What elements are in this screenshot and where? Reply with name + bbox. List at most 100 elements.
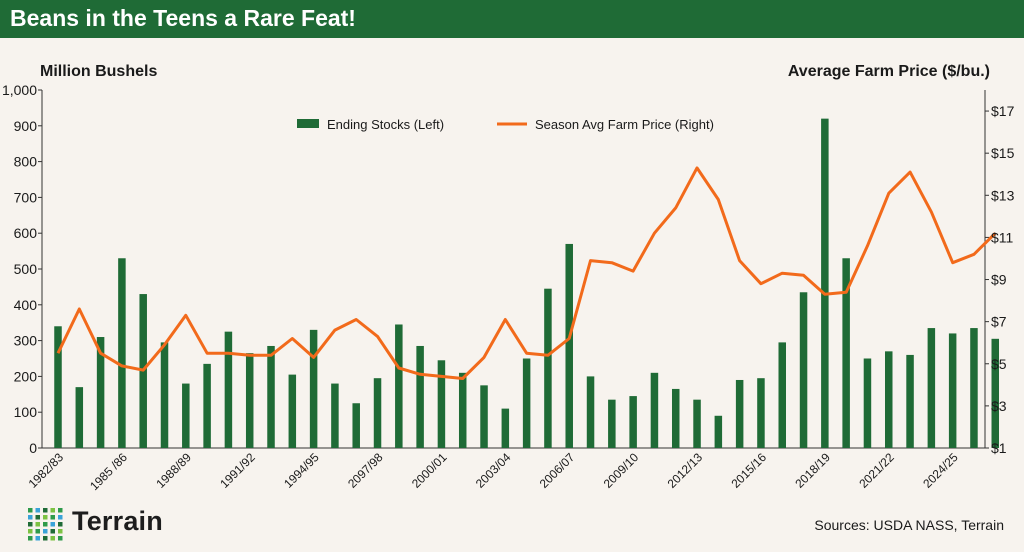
right-axis-title: Average Farm Price ($/bu.) bbox=[788, 63, 990, 80]
terrain-logo-icon bbox=[28, 508, 63, 541]
logo-dot bbox=[50, 522, 55, 527]
x-tick-label: 2097/98 bbox=[345, 450, 386, 491]
right-tick-label: $13 bbox=[991, 187, 1015, 203]
left-tick-label: 0 bbox=[29, 440, 37, 456]
x-tick-label: 2024/25 bbox=[920, 450, 961, 491]
left-tick-label: 900 bbox=[14, 118, 38, 134]
bar-2000/01 bbox=[437, 360, 446, 448]
x-tick-label: 2012/13 bbox=[665, 450, 706, 491]
bar-2006/07 bbox=[565, 243, 573, 448]
logo-dot bbox=[50, 515, 55, 520]
bar-1999/00 bbox=[416, 345, 424, 448]
logo-dot bbox=[58, 508, 63, 513]
x-tick-label: 1991/92 bbox=[217, 450, 258, 491]
bar-2024/25 bbox=[948, 333, 957, 448]
logo-dot bbox=[28, 515, 33, 520]
bar-1987/88 bbox=[160, 342, 169, 448]
bar-2011/12 bbox=[671, 388, 680, 448]
right-tick-label: $5 bbox=[991, 356, 1007, 372]
right-tick-label: $17 bbox=[991, 103, 1015, 119]
right-tick-label: $11 bbox=[991, 229, 1014, 245]
x-tick-label: 2000/01 bbox=[409, 450, 450, 491]
bar-1991/92 bbox=[245, 353, 254, 448]
bar-2004/05 bbox=[522, 358, 531, 448]
logo-dot bbox=[35, 536, 40, 541]
logo-dot bbox=[35, 522, 40, 527]
bar-2021/22 bbox=[885, 351, 893, 448]
logo-dot bbox=[58, 529, 63, 534]
logo-dot bbox=[50, 508, 55, 513]
logo-dot bbox=[28, 522, 33, 527]
bar-2023/24 bbox=[927, 328, 936, 448]
bar-1990/91 bbox=[224, 331, 233, 448]
left-tick-label: 200 bbox=[14, 368, 38, 384]
x-tick-label: 1988/89 bbox=[153, 450, 194, 491]
x-tick-label: 1994/95 bbox=[281, 450, 322, 491]
logo-dot bbox=[43, 522, 48, 527]
legend-bar-swatch bbox=[297, 119, 319, 128]
bar-2017/18 bbox=[799, 292, 808, 448]
bar-2014/15 bbox=[735, 379, 744, 448]
line-series bbox=[56, 166, 997, 380]
left-axis-title: Million Bushels bbox=[40, 63, 157, 80]
logo-dot bbox=[43, 529, 48, 534]
header-bar: Beans in the Teens a Rare Feat! bbox=[0, 0, 1024, 38]
logo-dot bbox=[35, 529, 40, 534]
legend-line-label: Season Avg Farm Price (Right) bbox=[535, 117, 714, 132]
bar-1983/84 bbox=[75, 387, 84, 448]
logo-dot bbox=[58, 536, 63, 541]
logo-dot bbox=[35, 508, 40, 513]
bar-1993/94 bbox=[288, 374, 297, 448]
left-tick-label: 300 bbox=[14, 333, 38, 349]
bar-2002/03 bbox=[480, 385, 488, 448]
left-tick-label: 500 bbox=[14, 261, 38, 277]
bar-series bbox=[54, 118, 1000, 448]
left-tick-label: 800 bbox=[14, 154, 38, 170]
right-tick-label: $9 bbox=[991, 272, 1007, 288]
bar-2012/13 bbox=[693, 399, 701, 448]
logo-dot bbox=[50, 529, 55, 534]
legend-bar-label: Ending Stocks (Left) bbox=[327, 117, 444, 132]
source-note: Sources: USDA NASS, Terrain bbox=[814, 517, 1004, 533]
bar-2009/10 bbox=[629, 396, 637, 448]
brand-name: Terrain bbox=[72, 506, 163, 536]
x-tick-label: 2021/22 bbox=[856, 450, 897, 491]
logo-dot bbox=[50, 536, 55, 541]
x-tick-label: 2006/07 bbox=[537, 450, 578, 491]
x-tick-label: 1982/83 bbox=[26, 450, 67, 491]
bar-2018/19 bbox=[821, 118, 829, 448]
logo-dot bbox=[35, 515, 40, 520]
logo-dot bbox=[43, 536, 48, 541]
bar-2016/17 bbox=[778, 342, 786, 448]
bar-2001/02 bbox=[458, 372, 467, 448]
right-tick-label: $1 bbox=[991, 440, 1007, 456]
right-tick-label: $7 bbox=[991, 314, 1007, 330]
bar-1982/83 bbox=[54, 326, 62, 448]
bar-1992/93 bbox=[267, 345, 275, 448]
logo-dot bbox=[28, 529, 33, 534]
bar-2008/09 bbox=[608, 399, 616, 448]
bar-2019/20 bbox=[842, 258, 850, 448]
left-tick-label: 400 bbox=[14, 297, 38, 313]
bar-1988/89 bbox=[182, 383, 190, 448]
bar-2007/08 bbox=[586, 376, 595, 448]
x-tick-label: 2009/10 bbox=[601, 450, 642, 491]
logo-dot bbox=[28, 536, 33, 541]
bar-2015/16 bbox=[757, 378, 765, 448]
x-tick-label: 2015/16 bbox=[728, 450, 769, 491]
left-tick-label: 600 bbox=[14, 225, 38, 241]
bar-1996/97 bbox=[352, 403, 360, 448]
bar-1997/98 bbox=[373, 378, 382, 448]
x-tick-label: 2018/19 bbox=[792, 450, 833, 491]
bar-2005/06 bbox=[544, 288, 552, 448]
bar-1985/86 bbox=[118, 258, 126, 448]
bar-1994/95 bbox=[309, 329, 318, 448]
logo-dot bbox=[43, 515, 48, 520]
right-tick-label: $3 bbox=[991, 398, 1007, 414]
bar-1984/85 bbox=[96, 337, 105, 448]
left-tick-label: 700 bbox=[14, 189, 38, 205]
left-tick-label: 100 bbox=[14, 404, 38, 420]
logo-dot bbox=[58, 515, 63, 520]
logo-dot bbox=[28, 508, 33, 513]
